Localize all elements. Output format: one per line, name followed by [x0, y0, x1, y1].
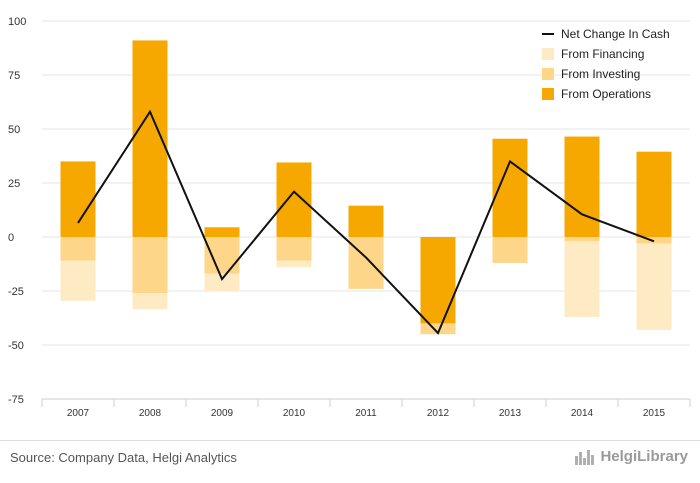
x-tick-label: 2013 — [499, 408, 522, 419]
x-tick-label: 2011 — [355, 408, 377, 419]
x-tick-label: 2009 — [211, 408, 234, 419]
bar-from-investing-2014 — [564, 237, 600, 242]
bar-from-investing-2009 — [204, 237, 240, 274]
bar-from-financing-2008 — [132, 293, 168, 310]
bar-from-investing-2007 — [60, 237, 96, 261]
y-tick-label: -50 — [8, 340, 24, 352]
y-tick-label: 25 — [8, 178, 20, 190]
legend-swatch — [542, 68, 554, 80]
bar-from-financing-2007 — [60, 260, 96, 301]
y-tick-label: 50 — [8, 124, 20, 136]
bar-from-operations-2013 — [492, 138, 528, 237]
bar-from-investing-2008 — [132, 237, 168, 294]
net-change-line — [77, 109, 655, 335]
legend-swatch — [542, 88, 554, 100]
bar-from-investing-2012 — [420, 323, 456, 335]
city-skyline-icon — [575, 449, 595, 465]
legend: Net Change In Cash From Financing From Inv… — [542, 27, 670, 101]
helgi-library-logo: HelgiLibrary — [574, 448, 688, 465]
legend-label: From Operations — [561, 87, 651, 101]
logo-text: HelgiLibrary — [600, 448, 688, 465]
y-tick-label: 75 — [8, 70, 20, 82]
bar-from-investing-2010 — [276, 237, 312, 261]
legend-label: From Investing — [561, 67, 640, 81]
bar-from-operations-2007 — [60, 161, 96, 237]
y-tick-label: 0 — [8, 232, 14, 244]
y-axis: 100 75 50 25 0 -25 -50 -75 — [8, 16, 26, 406]
x-tick-label: 2015 — [643, 408, 666, 419]
chart: 100 75 50 25 0 -25 -50 -75 2007 2008 2009 2010 2011… — [8, 16, 691, 419]
source-note: Source: Company Data, Helgi Analytics — [10, 450, 237, 465]
bar-from-operations-2014 — [564, 136, 600, 237]
bar-from-operations-2009 — [204, 227, 240, 237]
x-axis: 2007 2008 2009 2010 2011 2012 2013 2014 2015 — [41, 398, 691, 419]
legend-swatch — [542, 48, 554, 60]
bar-from-operations-2011 — [348, 205, 384, 237]
bar-from-investing-2011 — [348, 237, 384, 289]
bar-from-investing-2015 — [636, 237, 672, 244]
x-tick-label: 2007 — [67, 408, 90, 419]
x-tick-label: 2008 — [139, 408, 162, 419]
bar-from-financing-2014 — [564, 241, 600, 317]
y-tick-label: -75 — [8, 394, 24, 406]
legend-label: From Financing — [561, 47, 644, 61]
x-tick-label: 2012 — [427, 408, 450, 419]
line-net-change-in-cash — [77, 109, 655, 335]
bar-from-financing-2009 — [204, 273, 240, 291]
bar-from-financing-2015 — [636, 243, 672, 330]
bar-from-operations-2012 — [420, 237, 456, 324]
y-tick-label: 100 — [8, 16, 26, 28]
x-tick-label: 2014 — [571, 408, 594, 419]
y-tick-label: -25 — [8, 286, 24, 298]
bar-from-operations-2010 — [276, 162, 312, 237]
x-tick-label: 2010 — [283, 408, 306, 419]
bar-from-financing-2010 — [276, 260, 312, 268]
bar-from-investing-2013 — [492, 237, 528, 263]
footer-divider — [0, 440, 700, 441]
bars — [60, 40, 672, 335]
legend-label: Net Change In Cash — [561, 27, 670, 41]
bar-from-operations-2015 — [636, 151, 672, 237]
